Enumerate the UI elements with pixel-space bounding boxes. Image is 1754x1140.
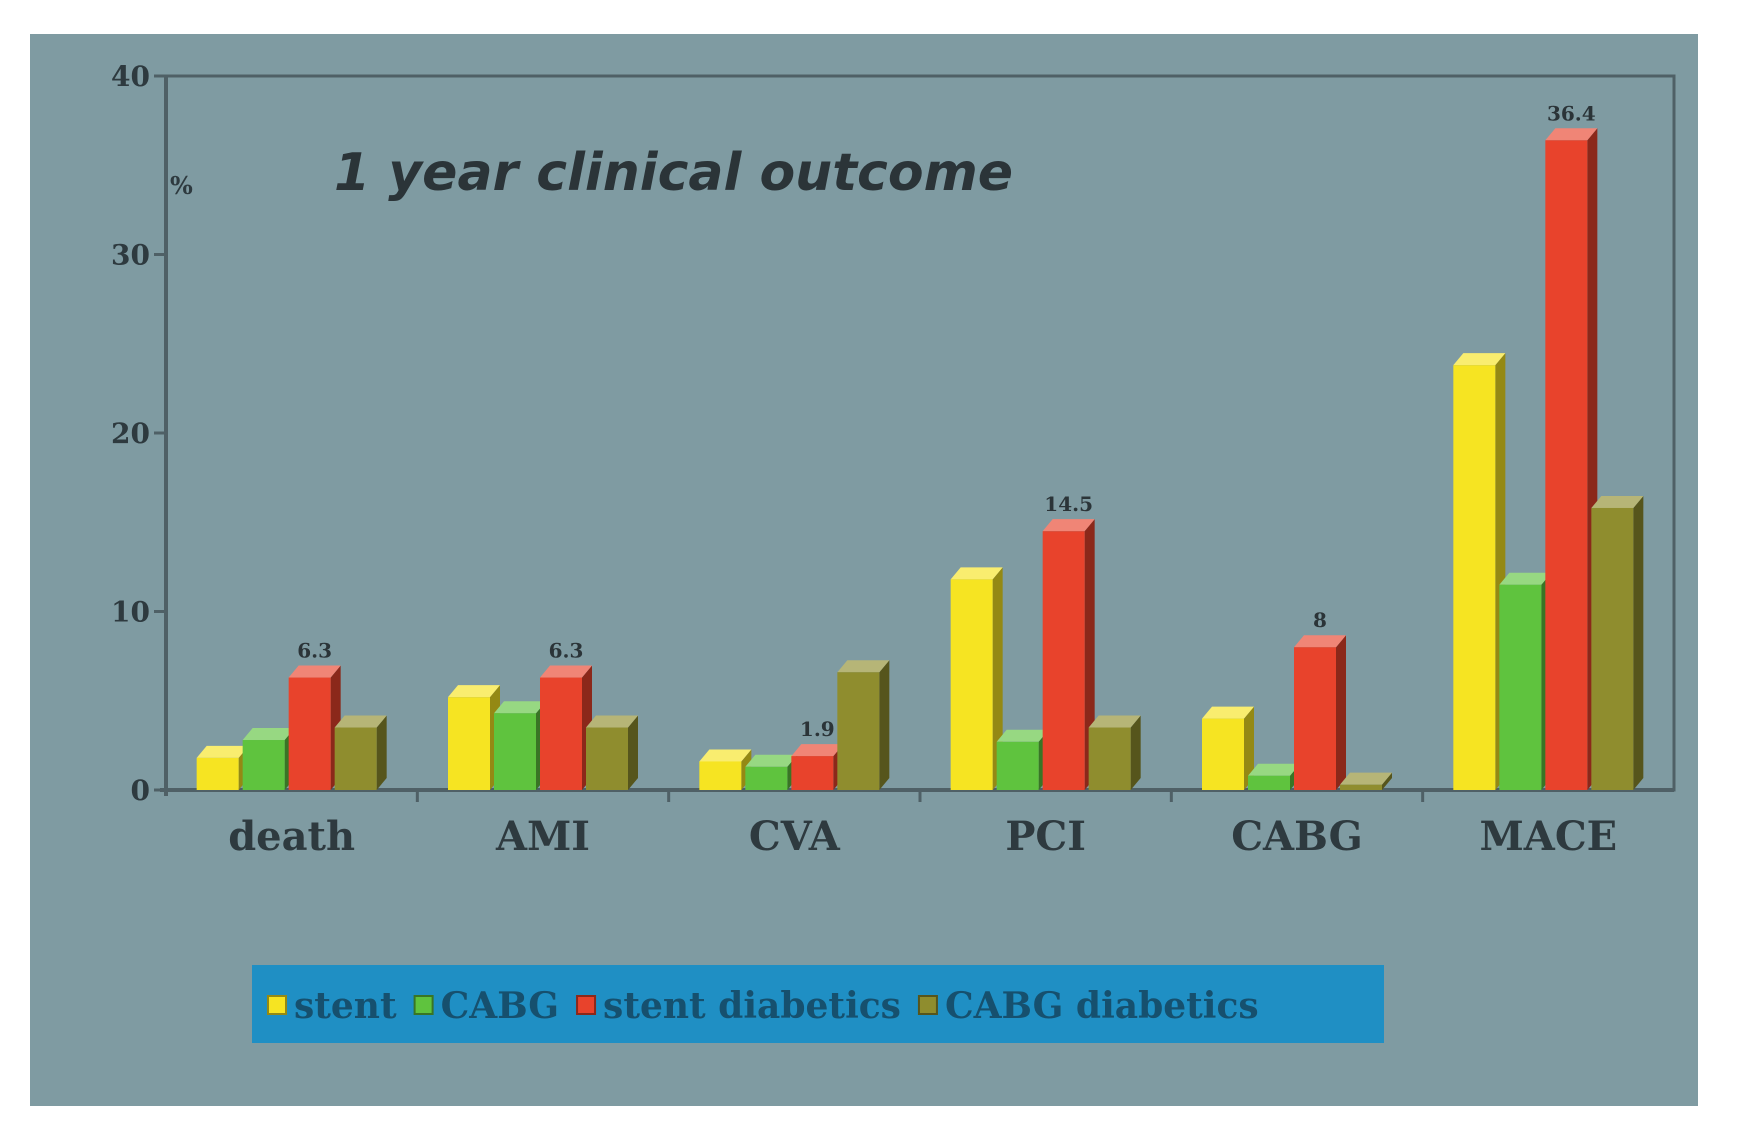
- bar: [1042, 531, 1085, 790]
- bar: [586, 727, 628, 790]
- bar: [540, 677, 582, 790]
- bar-top: [1591, 495, 1644, 508]
- bar-top: [196, 745, 249, 758]
- bar-top: [1248, 763, 1300, 776]
- y-tick-label: 30: [111, 239, 150, 272]
- bar-top: [288, 665, 341, 678]
- legend-swatch: [576, 995, 597, 1015]
- x-tick-label: PCI: [1005, 813, 1086, 860]
- bar: [448, 697, 490, 790]
- bar: [1202, 718, 1244, 790]
- bar-side: [1633, 495, 1644, 790]
- data-label: 36.4: [1547, 101, 1596, 125]
- bar-top: [448, 685, 500, 698]
- data-label: 14.5: [1044, 492, 1093, 516]
- bar: [745, 766, 788, 790]
- bar: [288, 677, 331, 790]
- bar: [1340, 784, 1382, 790]
- x-tick-label: CVA: [749, 813, 841, 860]
- data-label: 6.3: [297, 639, 332, 663]
- bar-side: [1084, 519, 1095, 790]
- bar-top: [837, 660, 890, 673]
- x-tick-label: MACE: [1480, 813, 1618, 860]
- x-tick-label: CABG: [1231, 813, 1363, 860]
- bar: [1294, 647, 1336, 790]
- bar-top: [1453, 353, 1506, 366]
- bar-top: [1042, 519, 1095, 532]
- data-label: 8: [1313, 608, 1327, 632]
- bar: [1545, 140, 1588, 790]
- bar-top: [1545, 128, 1598, 141]
- data-label: 1.9: [800, 717, 835, 741]
- bar: [334, 727, 377, 790]
- bar-top: [242, 728, 295, 741]
- legend-label: stent: [294, 985, 397, 1027]
- bar-top: [950, 567, 1003, 580]
- bar: [699, 761, 742, 790]
- legend-swatch: [917, 995, 938, 1015]
- bar-side: [628, 715, 638, 790]
- bar: [1499, 584, 1542, 790]
- bar-side: [1244, 706, 1254, 790]
- bar: [1591, 507, 1634, 790]
- legend-swatch: [413, 995, 434, 1015]
- bar: [1088, 727, 1131, 790]
- y-tick-label: 20: [111, 417, 150, 450]
- bar: [837, 672, 880, 790]
- bar: [1248, 775, 1290, 790]
- y-tick-label: 0: [131, 774, 150, 807]
- chart-panel: 0 10 20 30 40% 1 year clinical outcome death AM…: [30, 34, 1698, 1106]
- bar-top: [586, 715, 638, 728]
- bar-side: [1130, 715, 1141, 790]
- bar-top: [1340, 772, 1392, 785]
- bar: [242, 740, 285, 790]
- bar-side: [376, 715, 387, 790]
- y-axis-label: %: [170, 171, 193, 200]
- bar-top: [494, 701, 546, 714]
- bar-side: [1336, 635, 1346, 790]
- legend-label: CABG diabetics: [945, 985, 1259, 1027]
- bar-top: [1294, 635, 1346, 648]
- bar: [791, 756, 834, 790]
- chart-title: 1 year clinical outcome: [334, 143, 1013, 203]
- bar-top: [1202, 706, 1254, 719]
- legend-box: [252, 965, 1384, 1043]
- bar: [494, 713, 536, 790]
- bar-top: [1499, 572, 1552, 585]
- bar-top: [745, 754, 798, 767]
- bar-side: [879, 660, 890, 790]
- legend-label: CABG: [441, 985, 559, 1027]
- legend-label: stent diabetics: [603, 985, 901, 1027]
- y-tick-label: 40: [111, 60, 150, 93]
- y-tick-label: 10: [111, 596, 150, 629]
- legend-swatch: [267, 995, 287, 1015]
- bar-chart: 0 10 20 30 40% 1 year clinical outcome death AM…: [111, 60, 1676, 1043]
- bar-side: [992, 567, 1003, 790]
- bar-top: [1088, 715, 1141, 728]
- bar: [996, 741, 1039, 790]
- bar-top: [996, 729, 1049, 742]
- x-tick-label: death: [228, 813, 355, 860]
- bar-side: [1382, 772, 1392, 790]
- bar: [1453, 365, 1496, 790]
- bar: [196, 757, 239, 790]
- x-tick-label: AMI: [495, 813, 590, 860]
- bar: [950, 579, 993, 790]
- bar-top: [540, 665, 592, 678]
- bar-top: [699, 749, 752, 762]
- data-label: 6.3: [549, 639, 584, 663]
- bar-top: [334, 715, 387, 728]
- bar-top: [791, 744, 844, 757]
